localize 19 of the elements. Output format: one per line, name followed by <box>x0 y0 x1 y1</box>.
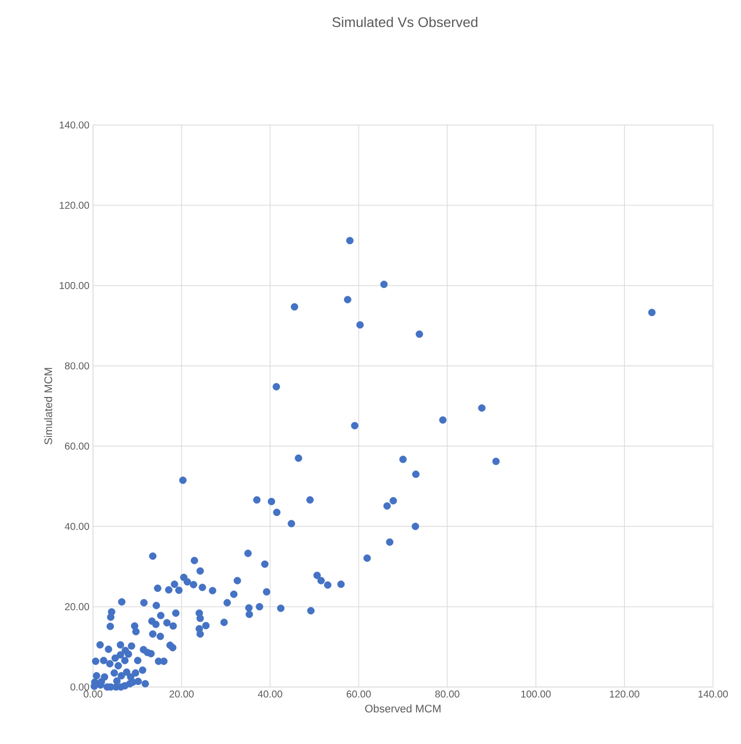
x-tick-label: 0.00 <box>84 690 102 698</box>
y-tick-label: 100.00 <box>60 282 90 290</box>
x-tick-label: 100.00 <box>521 690 551 698</box>
x-tick-label: 20.00 <box>170 690 194 698</box>
y-tick-label: 60.00 <box>65 442 90 450</box>
x-tick-label: 120.00 <box>610 690 640 698</box>
y-tick-label: 120.00 <box>60 202 90 209</box>
chart-title: Simulated Vs Observed <box>332 16 478 28</box>
x-axis-title: Observed MCM <box>365 704 440 712</box>
y-tick-label: 140.00 <box>60 121 90 129</box>
x-tick-label: 60.00 <box>346 690 371 698</box>
x-tick-label: 40.00 <box>258 690 282 698</box>
y-tick-label: 20.00 <box>65 603 90 610</box>
y-axis-title: Simulated MCM <box>44 368 52 444</box>
x-tick-label: 80.00 <box>435 690 460 698</box>
y-tick-label: 80.00 <box>64 362 90 370</box>
y-tick-label: 40.00 <box>64 522 90 530</box>
x-tick-label: 140.00 <box>698 690 728 698</box>
y-tick-label: 0.00 <box>70 683 90 691</box>
